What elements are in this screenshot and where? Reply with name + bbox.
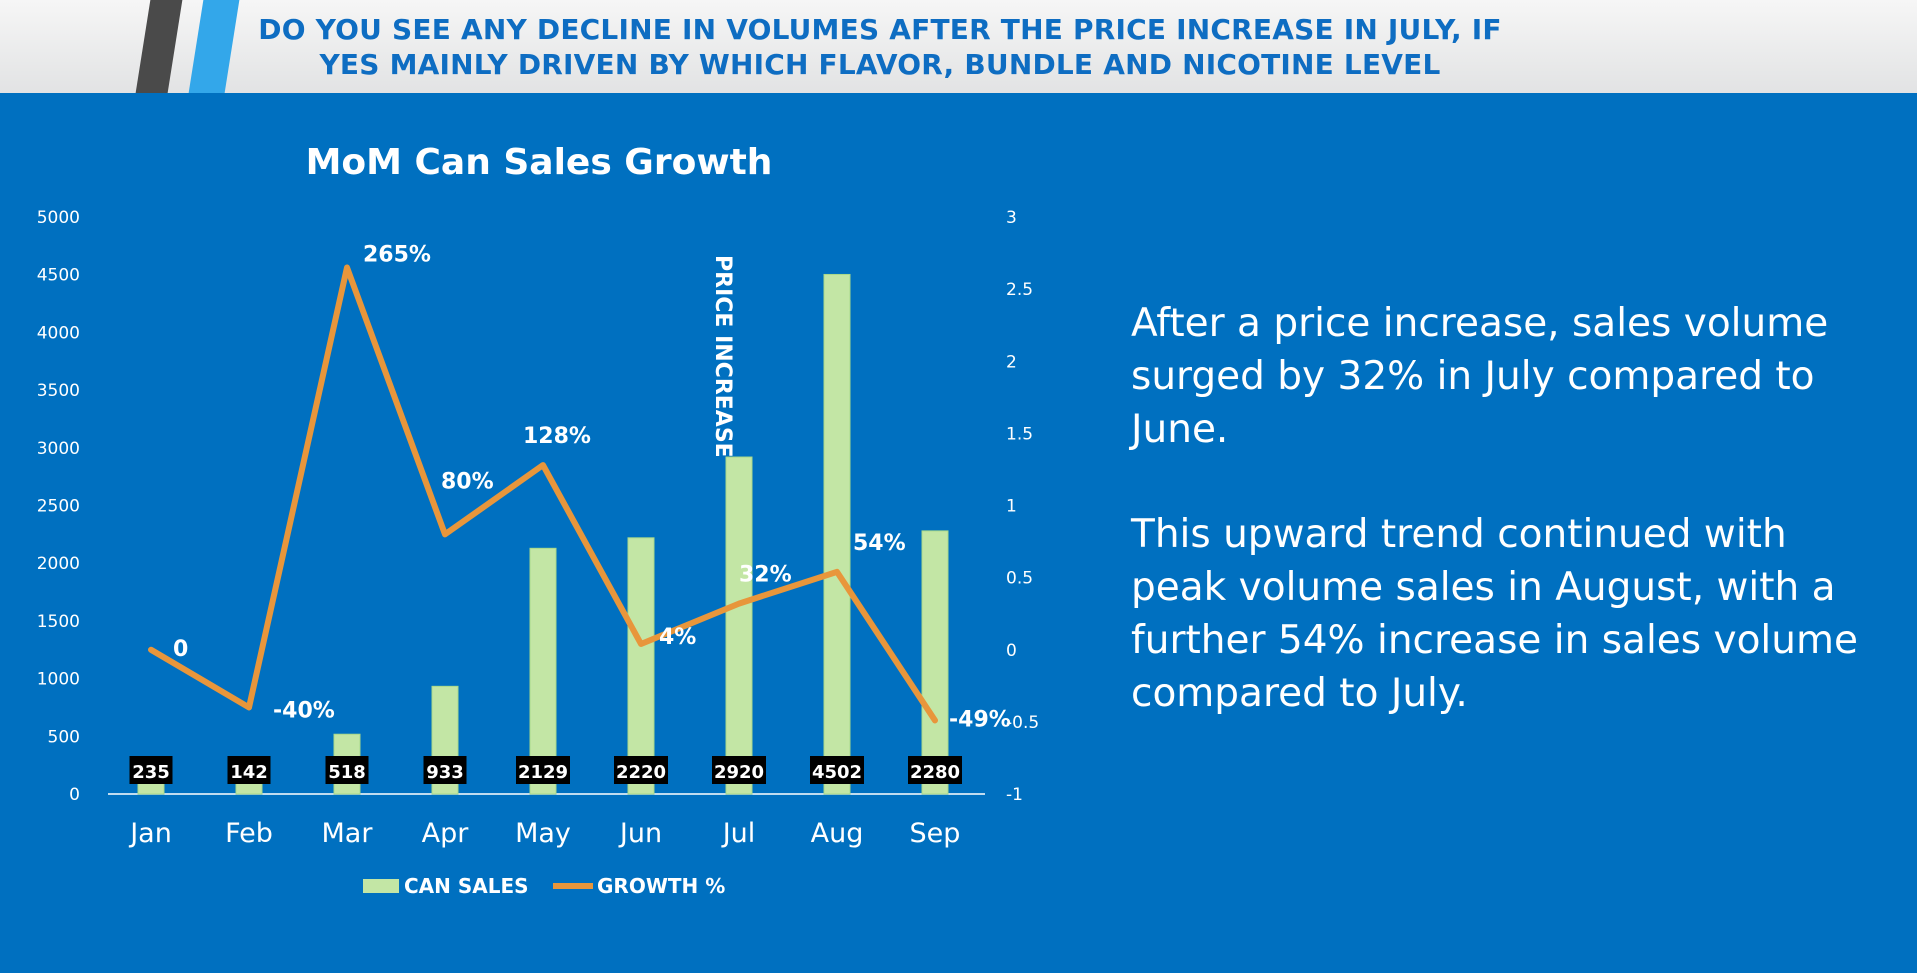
legend-label-growth: GROWTH % (597, 874, 725, 898)
bar-data-label: 2280 (910, 762, 960, 783)
bar-label-box (227, 756, 271, 784)
x-tick-label: Aug (811, 818, 864, 849)
y-axis-right: -1 -0.5 0 0.5 1 1.5 2 2.5 3 (1006, 208, 1039, 805)
bar-data-labels: 235 142 518 933 2129 2220 2920 4502 2280 (129, 756, 962, 784)
growth-data-label: 128% (523, 424, 591, 449)
bar-data-label: 2220 (616, 762, 666, 783)
y-left-tick-label: 500 (48, 727, 80, 747)
bar-data-label: 518 (328, 762, 366, 783)
legend-swatch-can-sales (363, 879, 399, 893)
y-right-tick-label: 3 (1006, 208, 1017, 228)
y-left-tick-label: 0 (69, 785, 80, 805)
growth-data-label: -40% (273, 698, 335, 723)
y-axis-left: 0 500 1000 1500 2000 2500 3000 3500 4000 4500 5000 (37, 208, 80, 805)
x-tick-label: Mar (322, 818, 374, 849)
header-banner: DO YOU SEE ANY DECLINE IN VOLUMES AFTER … (0, 0, 1917, 93)
y-right-tick-label: 1 (1006, 497, 1017, 517)
bar-label-box (712, 756, 766, 784)
bar-label-box (614, 756, 668, 784)
bar-label-box (908, 756, 962, 784)
x-tick-label: May (515, 818, 571, 849)
commentary: After a price increase, sales volume sur… (1131, 297, 1871, 772)
y-right-tick-label: 1.5 (1006, 424, 1033, 444)
growth-data-label: 32% (739, 563, 792, 588)
chart-title: MoM Can Sales Growth (306, 142, 773, 183)
bar-sep (921, 530, 949, 795)
growth-data-label: 0 (173, 637, 188, 662)
x-tick-label: Feb (225, 818, 273, 849)
bar-label-box (325, 756, 369, 784)
commentary-paragraph-1: After a price increase, sales volume sur… (1131, 301, 1829, 452)
bar-label-box (129, 756, 173, 784)
y-left-tick-label: 1500 (37, 612, 80, 632)
x-tick-label: Jan (128, 818, 172, 849)
x-tick-label: Jun (618, 818, 662, 849)
mom-can-sales-chart: MoM Can Sales Growth 0500100015002000250… (37, 142, 1039, 898)
bar-aug (823, 273, 851, 795)
commentary-paragraph-2: This upward trend continued with peak vo… (1131, 512, 1858, 716)
line-series-growth: 0 -40% 265% 80% 128% 4% 32% 54% -49% (148, 242, 1011, 732)
x-tick-label: Jul (721, 818, 756, 849)
y-left-tick-label: 3000 (37, 439, 80, 459)
bar-label-box (516, 756, 570, 784)
growth-data-label: 4% (659, 625, 696, 650)
y-left-tick-label: 3500 (37, 381, 80, 401)
bar-label-box (423, 756, 467, 784)
bar-jun (627, 537, 655, 795)
bar-series-can-sales (137, 273, 949, 795)
growth-data-label: 80% (441, 469, 494, 494)
y-left-tick-label: 2500 (37, 497, 80, 517)
bar-jul (725, 456, 753, 795)
bar-data-label: 2920 (714, 762, 764, 783)
y-left-tick-label: 5000 (37, 208, 80, 228)
chart-legend: CAN SALES GROWTH % (363, 874, 725, 898)
header-stripe-dark (135, 0, 183, 93)
price-increase-annotation: PRICE INCREASE (710, 255, 735, 458)
growth-data-label: 54% (853, 531, 906, 556)
growth-data-label: 265% (363, 242, 431, 267)
bar-data-label: 4502 (812, 762, 862, 783)
y-right-tick-label: -1 (1006, 785, 1023, 805)
header-stripe-blue (188, 0, 240, 93)
y-right-tick-label: 0 (1006, 641, 1017, 661)
y-left-tick-label: 1000 (37, 670, 80, 690)
y-right-tick-label: -0.5 (1006, 713, 1039, 733)
bar-may (529, 547, 557, 795)
bar-data-label: 2129 (518, 762, 568, 783)
bar-data-label: 142 (230, 762, 268, 783)
y-right-tick-label: 2.5 (1006, 280, 1033, 300)
y-left-tick-label: 4500 (37, 266, 80, 286)
x-tick-label: Sep (910, 818, 961, 849)
bar-data-label: 933 (426, 762, 464, 783)
growth-data-label: -49% (949, 707, 1011, 732)
y-right-tick-label: 0.5 (1006, 569, 1033, 589)
y-left-tick-label: 4000 (37, 323, 80, 343)
y-left-tick-label: 2000 (37, 554, 80, 574)
y-right-tick-label: 2 (1006, 352, 1017, 372)
x-axis-ticks: Jan Feb Mar Apr May Jun Jul Aug Sep (128, 818, 960, 849)
growth-line (148, 264, 938, 724)
bar-label-box (810, 756, 864, 784)
slide-title: DO YOU SEE ANY DECLINE IN VOLUMES AFTER … (258, 13, 1502, 81)
bar-data-label: 235 (132, 762, 170, 783)
x-tick-label: Apr (422, 818, 470, 849)
legend-label-can-sales: CAN SALES (404, 874, 529, 898)
